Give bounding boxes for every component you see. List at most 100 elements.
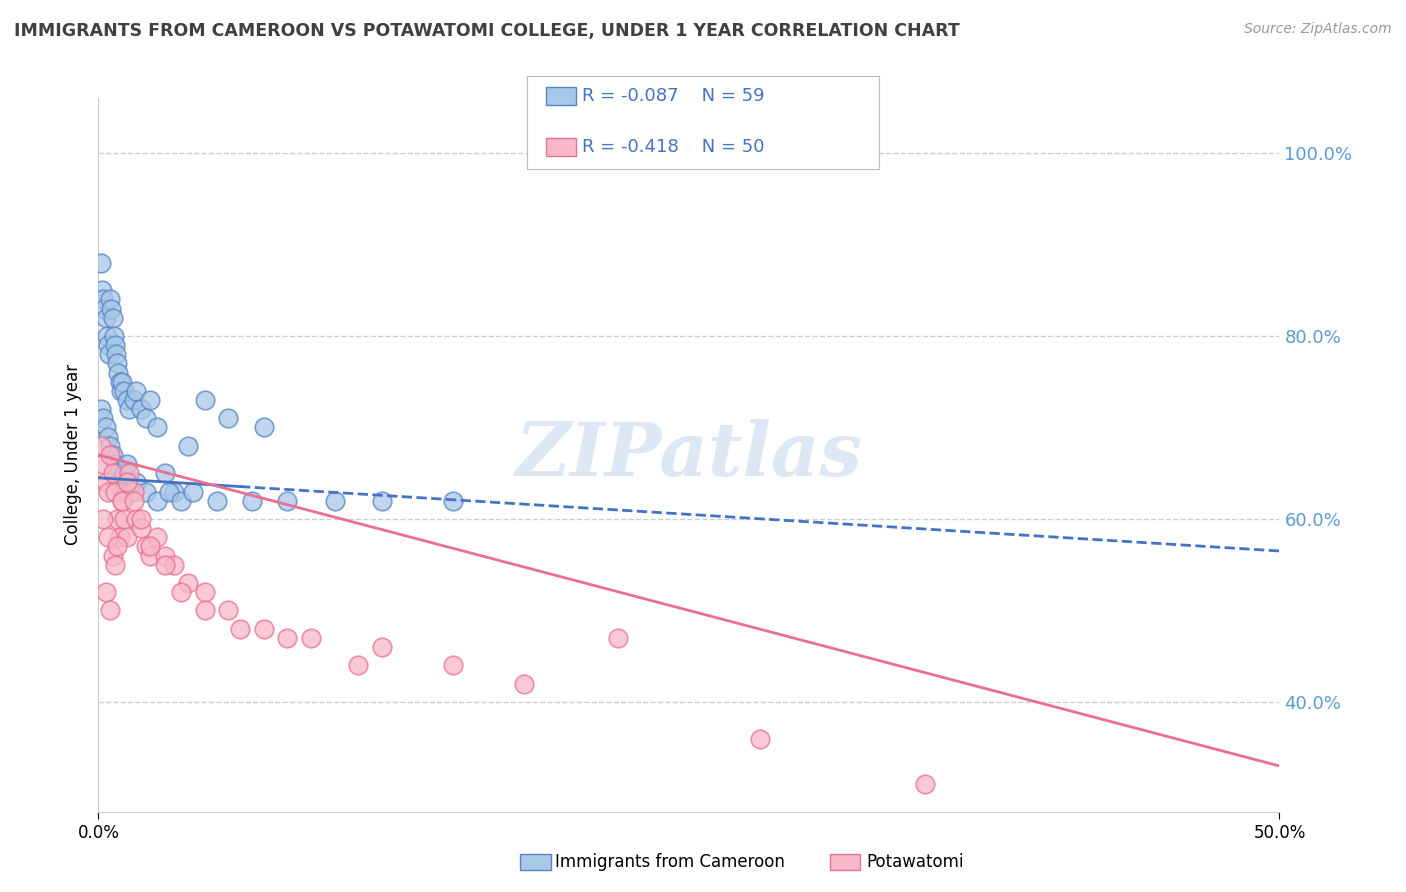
Point	[93, 301, 115, 316]
Point	[122, 484, 145, 499]
Point	[115, 392, 138, 407]
Point	[97, 484, 120, 499]
Point	[98, 439, 121, 453]
Point	[118, 402, 141, 417]
Point	[139, 392, 162, 407]
Text: Potawatomi: Potawatomi	[866, 853, 963, 871]
Point	[111, 493, 134, 508]
Point	[914, 777, 936, 791]
Point	[98, 347, 121, 361]
Point	[153, 558, 176, 572]
Point	[110, 384, 132, 398]
Point	[121, 484, 143, 499]
Point	[299, 631, 322, 645]
Point	[371, 640, 394, 654]
Point	[146, 420, 169, 434]
Text: IMMIGRANTS FROM CAMEROON VS POTAWATOMI COLLEGE, UNDER 1 YEAR CORRELATION CHART: IMMIGRANTS FROM CAMEROON VS POTAWATOMI C…	[14, 22, 960, 40]
Text: R = -0.418    N = 50: R = -0.418 N = 50	[582, 138, 765, 156]
Point	[253, 622, 276, 636]
Point	[146, 530, 169, 544]
Point	[94, 420, 117, 434]
Point	[104, 484, 127, 499]
Point	[276, 631, 298, 645]
Text: Immigrants from Cameroon: Immigrants from Cameroon	[555, 853, 785, 871]
Point	[441, 658, 464, 673]
Point	[105, 467, 128, 481]
Point	[98, 448, 121, 462]
Point	[90, 439, 112, 453]
Point	[157, 484, 180, 499]
Point	[135, 411, 157, 425]
Point	[91, 283, 114, 297]
Point	[91, 411, 114, 425]
Point	[748, 731, 770, 746]
Point	[94, 310, 117, 325]
Point	[163, 558, 186, 572]
Point	[139, 549, 162, 563]
Point	[512, 676, 534, 690]
Point	[607, 631, 630, 645]
Point	[135, 484, 157, 499]
Point	[163, 484, 186, 499]
Point	[118, 467, 141, 481]
Point	[170, 585, 193, 599]
Point	[217, 603, 239, 617]
Point	[100, 301, 122, 316]
Point	[91, 293, 114, 307]
Point	[129, 521, 152, 535]
Text: ZIPatlas: ZIPatlas	[516, 418, 862, 491]
Point	[170, 493, 193, 508]
Point	[122, 392, 145, 407]
Point	[194, 392, 217, 407]
Point	[105, 512, 128, 526]
Point	[98, 293, 121, 307]
Point	[108, 375, 131, 389]
Point	[101, 448, 124, 462]
Point	[101, 467, 124, 481]
Point	[371, 493, 394, 508]
Point	[347, 658, 370, 673]
Point	[229, 622, 252, 636]
Point	[97, 530, 120, 544]
Point	[111, 484, 134, 499]
Y-axis label: College, Under 1 year: College, Under 1 year	[65, 364, 83, 546]
Point	[111, 375, 134, 389]
Point	[153, 549, 176, 563]
Point	[217, 411, 239, 425]
Point	[90, 402, 112, 417]
Point	[153, 467, 176, 481]
Point	[105, 540, 128, 554]
Point	[97, 429, 120, 443]
Point	[205, 493, 228, 508]
Point	[177, 439, 200, 453]
Point	[125, 512, 148, 526]
Point	[107, 366, 129, 380]
Point	[253, 420, 276, 434]
Point	[139, 540, 162, 554]
Point	[91, 457, 114, 471]
Point	[441, 493, 464, 508]
Point	[194, 585, 217, 599]
Point	[104, 338, 127, 352]
Point	[112, 512, 135, 526]
Point	[112, 467, 135, 481]
Point	[115, 530, 138, 544]
Point	[90, 256, 112, 270]
Point	[105, 356, 128, 370]
Point	[103, 329, 125, 343]
Point	[122, 493, 145, 508]
Point	[108, 530, 131, 544]
Point	[276, 493, 298, 508]
Point	[125, 475, 148, 490]
Point	[104, 558, 127, 572]
Point	[91, 512, 114, 526]
Point	[129, 402, 152, 417]
Point	[104, 457, 127, 471]
Point	[181, 484, 204, 499]
Point	[177, 576, 200, 591]
Point	[105, 347, 128, 361]
Point	[98, 603, 121, 617]
Point	[97, 338, 120, 352]
Text: R = -0.087    N = 59: R = -0.087 N = 59	[582, 87, 765, 105]
Point	[125, 384, 148, 398]
